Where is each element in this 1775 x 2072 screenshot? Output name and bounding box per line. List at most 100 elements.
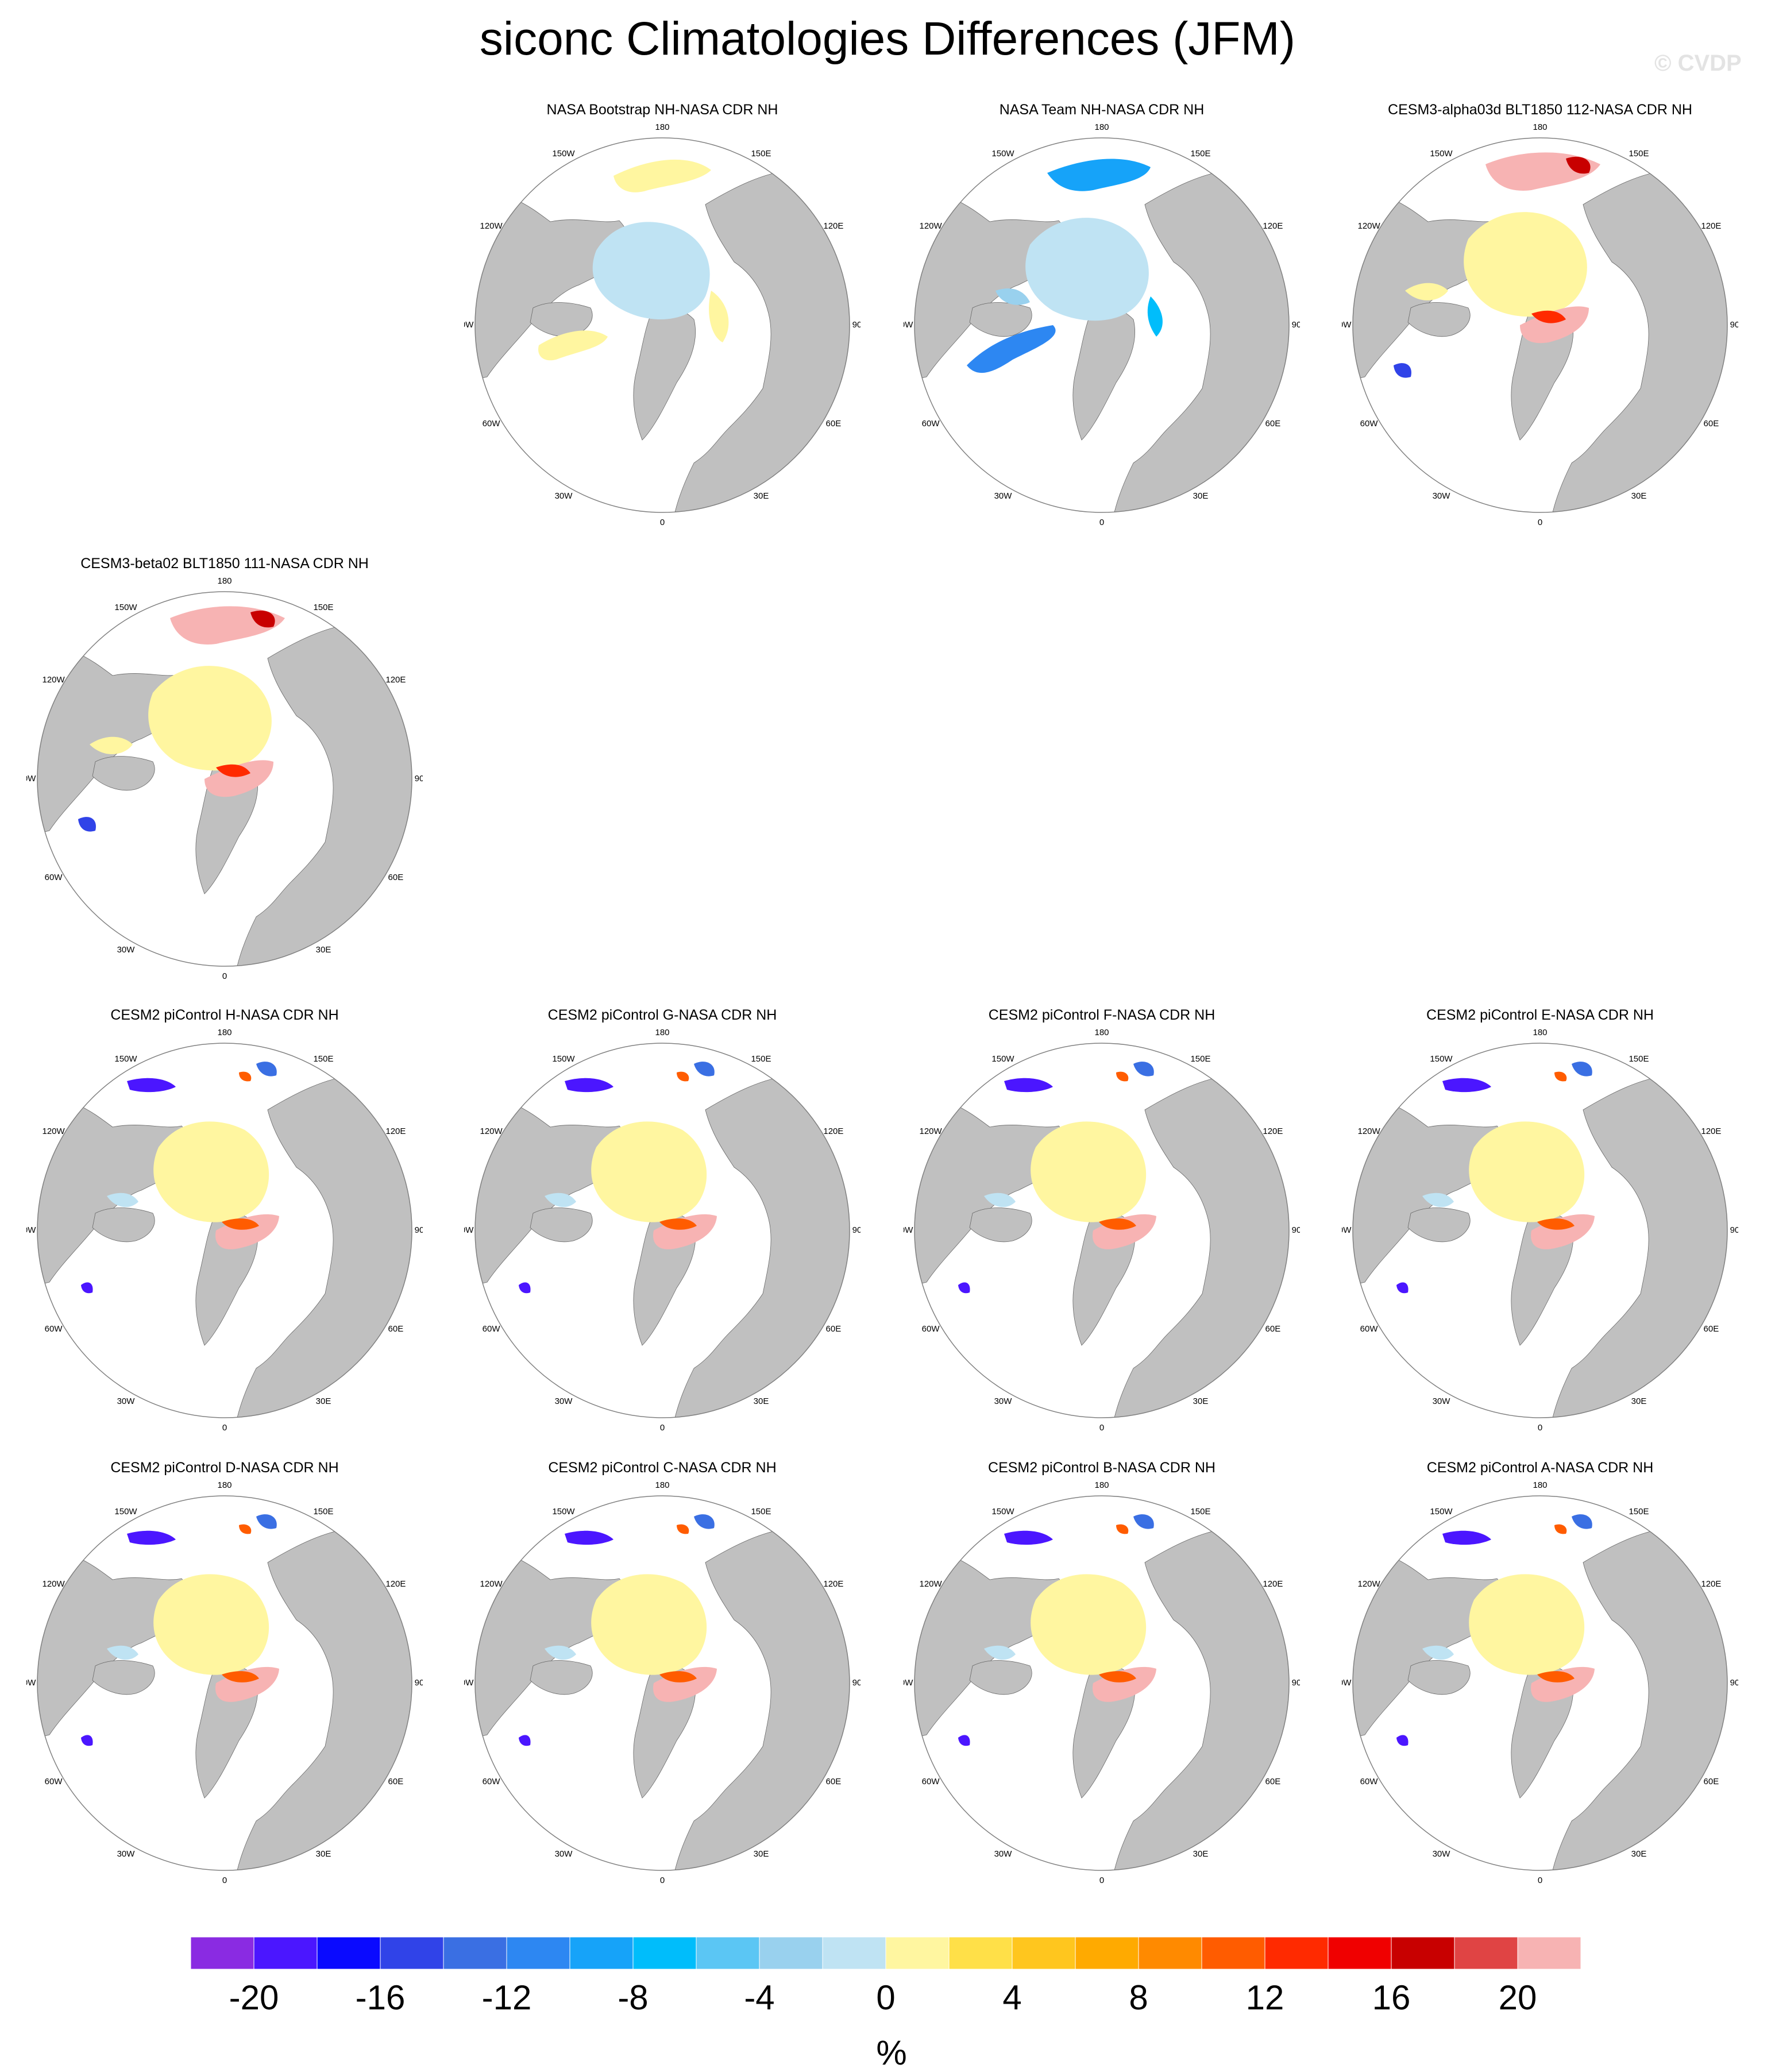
longitude-label: 30E <box>316 1849 331 1859</box>
ice-anomaly-region <box>694 1514 715 1529</box>
longitude-label: 150E <box>1190 1054 1210 1064</box>
panel-title: NASA Bootstrap NH-NASA CDR NH <box>546 102 778 118</box>
longitude-label: 60E <box>1265 1777 1281 1787</box>
longitude-label: 180 <box>1094 1028 1109 1037</box>
colorbar-swatch <box>1264 1937 1329 1970</box>
longitude-label: 30W <box>1433 1849 1451 1859</box>
map-border <box>1352 1043 1728 1418</box>
longitude-label: 120E <box>385 675 406 685</box>
colorbar-tick-label: -4 <box>744 1978 774 2017</box>
ice-anomaly-region <box>1396 1735 1409 1746</box>
longitude-label: 150W <box>1430 1507 1453 1517</box>
longitude-label: 90E <box>415 1678 423 1688</box>
longitude-label: 150E <box>1629 1054 1649 1064</box>
ice-anomaly-region <box>1520 306 1589 344</box>
panel-title: CESM2 piControl H-NASA CDR NH <box>110 1007 339 1023</box>
longitude-label: 120W <box>919 1126 942 1136</box>
longitude-label: 60E <box>1265 1324 1281 1334</box>
longitude-label: 150E <box>313 603 333 612</box>
colorbar-swatch <box>632 1937 697 1970</box>
longitude-label: 60W <box>922 1324 940 1334</box>
map-border <box>914 1495 1290 1871</box>
longitude-label: 150W <box>114 1054 137 1064</box>
map-border <box>37 1495 412 1871</box>
longitude-label: 30E <box>316 945 331 955</box>
colorbar-tick-label: -8 <box>618 1978 648 2017</box>
ice-anomaly-region <box>545 1193 576 1207</box>
land-greenland <box>1072 305 1136 441</box>
longitude-label: 90W <box>464 1678 474 1688</box>
map-panel: CESM2 piControl C-NASA CDR NH 180 150E 120… <box>464 1459 861 1907</box>
land-archipelago <box>969 1207 1032 1243</box>
ice-anomaly-region <box>204 760 273 797</box>
polar-map: 180 150E 120E 90E 60E 30E 0 30W 60W 90W 120W 150W <box>1342 1480 1738 1885</box>
ice-anomaly-region <box>1422 1193 1454 1207</box>
longitude-label: 60E <box>1704 419 1719 429</box>
ice-anomaly-region <box>659 1218 697 1230</box>
map-panel: CESM2 piControl F-NASA CDR NH 180 150E 120… <box>904 1006 1300 1454</box>
longitude-label: 0 <box>660 1423 665 1433</box>
polar-map: 180 150E 120E 90E 60E 30E 0 30W 60W 90W 120W 150W <box>26 1480 423 1885</box>
longitude-label: 60W <box>45 1777 63 1787</box>
longitude-label: 60W <box>1360 1324 1379 1334</box>
longitude-label: 120W <box>919 1579 942 1589</box>
longitude-label: 60E <box>1265 419 1281 429</box>
longitude-label: 180 <box>1533 122 1547 132</box>
ice-anomaly-region <box>984 1193 1016 1207</box>
longitude-label: 90W <box>904 320 913 330</box>
ice-anomaly-region <box>256 1514 277 1529</box>
longitude-label: 60E <box>388 1324 404 1334</box>
colorbar-tick-label: 8 <box>1129 1978 1148 2017</box>
land-archipelago <box>92 1207 155 1243</box>
longitude-label: 120E <box>1701 1126 1721 1136</box>
longitude-label: 0 <box>1099 518 1104 527</box>
ice-anomaly-region <box>239 1524 252 1534</box>
land-archipelago <box>1407 1660 1471 1695</box>
longitude-label: 120W <box>919 221 942 231</box>
longitude-label: 150E <box>1190 1507 1210 1517</box>
longitude-label: 0 <box>660 518 665 527</box>
ice-anomaly-region <box>592 222 710 319</box>
longitude-label: 90E <box>1730 1225 1738 1235</box>
longitude-label: 0 <box>1538 1876 1542 1885</box>
longitude-label: 120E <box>1263 1126 1283 1136</box>
colorbar: -20 -16 -12 -8 -4 0 4 8 12 16 20 % <box>191 1937 1581 2070</box>
longitude-label: 0 <box>1538 1423 1542 1433</box>
longitude-label: 120E <box>385 1579 406 1589</box>
longitude-label: 90E <box>415 774 423 784</box>
map-panel: CESM3-beta02 BLT1850 111-NASA CDR NH 180… <box>26 555 423 1003</box>
ice-anomaly-region <box>538 330 608 361</box>
polar-map: 180 150E 120E 90E 60E 30E 0 30W 60W 90W 120W 150W <box>904 1480 1300 1885</box>
ice-anomaly-region <box>519 1282 531 1294</box>
land-archipelago <box>530 1207 593 1243</box>
colorbar-tick-label: -20 <box>229 1978 279 2017</box>
longitude-label: 30E <box>1193 491 1209 501</box>
colorbar-tick-label: 12 <box>1246 1978 1284 2017</box>
colorbar-swatch <box>1391 1937 1455 1970</box>
map-panel: NASA Team NH-NASA CDR NH 180 150E 120E 90E 6… <box>904 101 1300 549</box>
longitude-label: 0 <box>1099 1423 1104 1433</box>
panel-title: CESM2 piControl F-NASA CDR NH <box>988 1007 1216 1023</box>
map-border <box>474 1495 850 1871</box>
colorbar-swatch <box>569 1937 634 1970</box>
land-archipelago <box>1407 1207 1471 1243</box>
ice-anomaly-region <box>1396 1282 1409 1294</box>
longitude-label: 90E <box>852 1678 861 1688</box>
longitude-label: 90E <box>852 320 861 330</box>
ice-anomaly-region <box>127 1530 176 1545</box>
longitude-label: 30E <box>1631 1396 1647 1406</box>
longitude-label: 120W <box>480 221 503 231</box>
colorbar-tick-label: 0 <box>876 1978 895 2017</box>
land-greenland <box>633 305 696 441</box>
polar-map: 180 150E 120E 90E 60E 30E 0 30W 60W 90W 120W 150W <box>904 122 1300 527</box>
ice-anomaly-region <box>1554 1071 1567 1082</box>
longitude-label: 120E <box>385 1126 406 1136</box>
colorbar-tick-label: 4 <box>1002 1978 1021 2017</box>
ice-anomaly-region <box>1025 218 1149 321</box>
map-panel: CESM2 piControl G-NASA CDR NH 180 150E 120… <box>464 1006 861 1454</box>
polar-map: 180 150E 120E 90E 60E 30E 0 30W 60W 90W 120W 150W <box>1342 1028 1738 1433</box>
polar-map: 180 150E 120E 90E 60E 30E 0 30W 60W 90W 120W 150W <box>26 576 423 981</box>
colorbar-swatch <box>1454 1937 1518 1970</box>
longitude-label: 120E <box>1701 1579 1721 1589</box>
longitude-label: 90W <box>1342 1678 1352 1688</box>
